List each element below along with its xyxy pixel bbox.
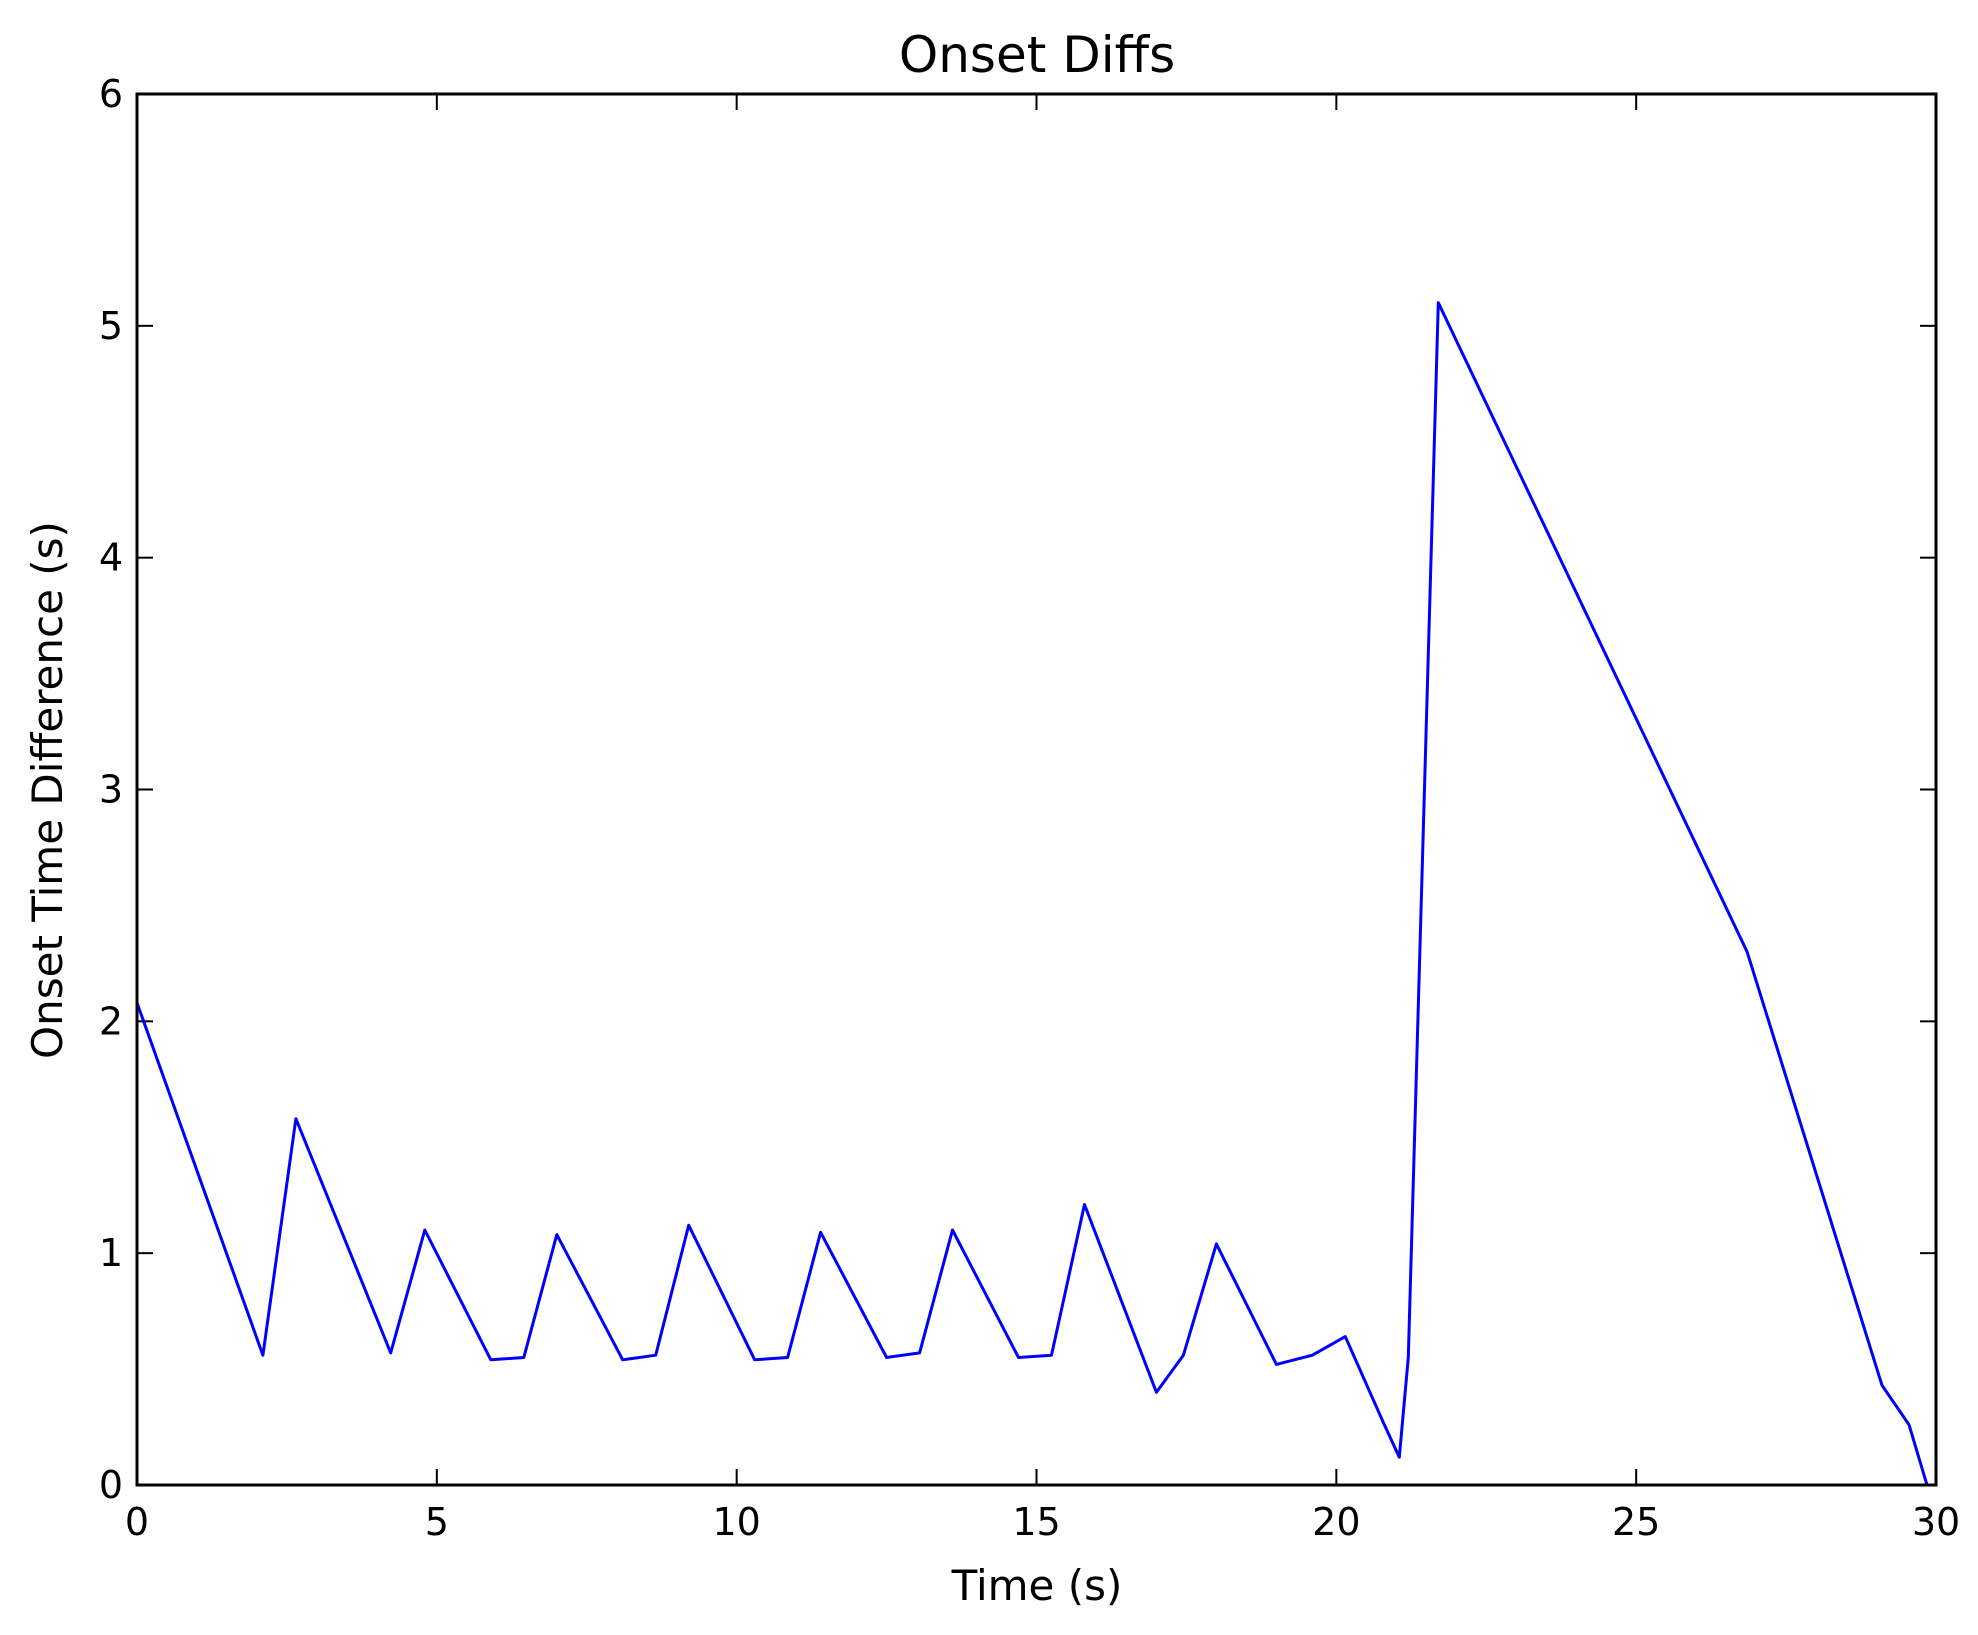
- y-tick-label: 2: [99, 999, 123, 1043]
- y-tick-label: 0: [99, 1463, 123, 1507]
- series-line-0: [135, 301, 1929, 1486]
- x-tick-label: 5: [425, 1500, 449, 1544]
- y-tick-label: 1: [99, 1231, 123, 1275]
- x-tick-label: 10: [712, 1500, 760, 1544]
- chart-title: Onset Diffs: [899, 26, 1175, 84]
- x-axis-label: Time (s): [951, 1561, 1123, 1610]
- axis-ticks: 0 5 10 15 20 25 30 0 1 2 3 4 5 6: [99, 72, 1960, 1544]
- x-tick-label: 20: [1312, 1500, 1360, 1544]
- plot-lines: [135, 301, 1929, 1486]
- x-tick-label: 15: [1012, 1500, 1060, 1544]
- y-tick-label: 6: [99, 72, 123, 116]
- y-tick-label: 5: [99, 304, 123, 348]
- x-tick-label: 30: [1912, 1500, 1960, 1544]
- plot-frame: [135, 92, 1938, 1487]
- x-tick-label: 0: [125, 1500, 149, 1544]
- x-tick-label: 25: [1612, 1500, 1660, 1544]
- y-tick-label: 4: [99, 536, 123, 580]
- y-tick-label: 3: [99, 768, 123, 812]
- y-axis-label: Onset Time Difference (s): [23, 521, 72, 1059]
